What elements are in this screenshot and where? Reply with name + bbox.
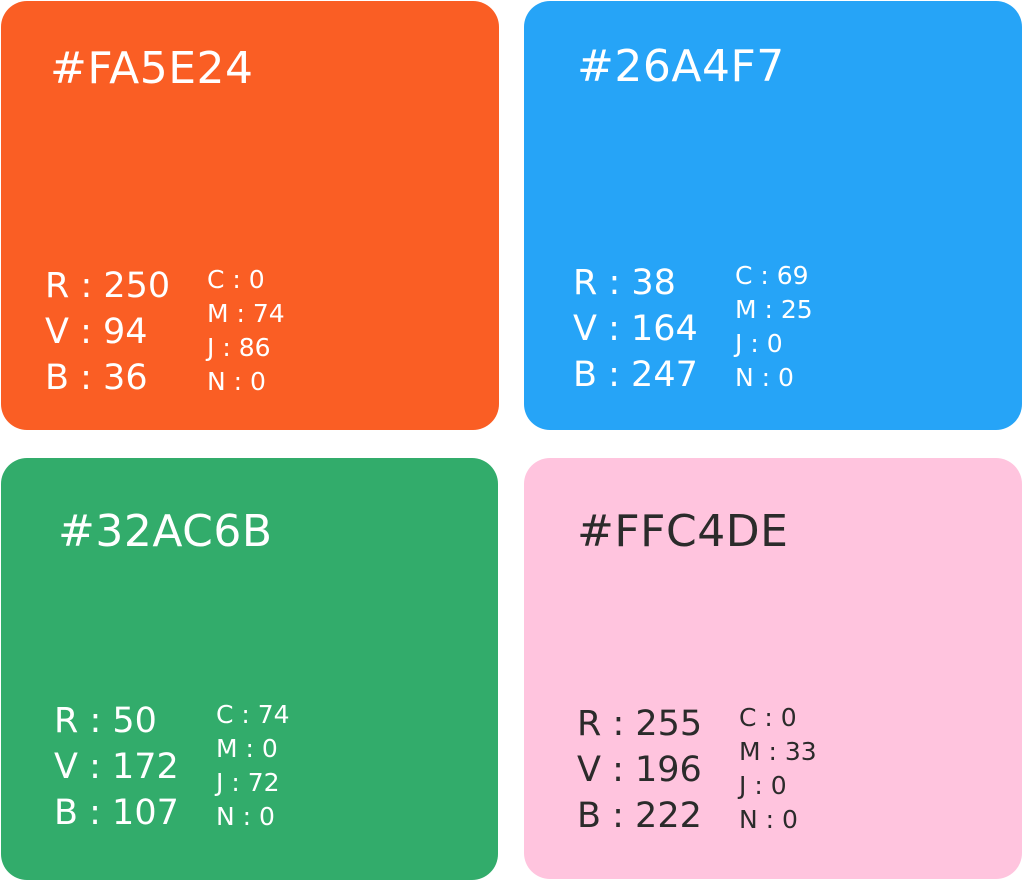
rgb-green: V : 94 [45, 312, 148, 352]
cmyk-magenta: M : 25 [735, 295, 813, 324]
rgb-red: R : 38 [573, 263, 676, 303]
cmyk-yellow: J : 0 [735, 329, 783, 358]
cmyk-cyan: C : 69 [735, 261, 809, 290]
rgb-blue: B : 222 [577, 796, 702, 836]
cmyk-cyan: C : 74 [216, 700, 290, 729]
cmyk-black: N : 0 [216, 802, 275, 831]
rgb-red: R : 255 [577, 704, 703, 744]
cmyk-values: C : 69 M : 25 J : 0 N : 0 [735, 259, 813, 395]
rgb-values: R : 38 V : 164 B : 247 [573, 260, 698, 398]
cmyk-black: N : 0 [735, 363, 794, 392]
hex-code: #26A4F7 [577, 41, 785, 92]
cmyk-yellow: J : 86 [207, 333, 271, 362]
rgb-values: R : 50 V : 172 B : 107 [54, 698, 179, 836]
cmyk-magenta: M : 74 [207, 299, 285, 328]
rgb-red: R : 250 [45, 266, 171, 306]
rgb-blue: B : 247 [573, 355, 698, 395]
cmyk-values: C : 0 M : 33 J : 0 N : 0 [739, 701, 817, 837]
rgb-red: R : 50 [54, 701, 157, 741]
color-swatch-blue: #26A4F7 R : 38 V : 164 B : 247 C : 69 M … [524, 1, 1022, 430]
rgb-values: R : 255 V : 196 B : 222 [577, 701, 702, 839]
rgb-green: V : 196 [577, 750, 702, 790]
cmyk-yellow: J : 72 [216, 768, 280, 797]
cmyk-black: N : 0 [207, 367, 266, 396]
rgb-blue: B : 36 [45, 358, 148, 398]
cmyk-magenta: M : 0 [216, 734, 278, 763]
rgb-green: V : 164 [573, 309, 698, 349]
cmyk-yellow: J : 0 [739, 771, 787, 800]
color-swatch-orange: #FA5E24 R : 250 V : 94 B : 36 C : 0 M : … [1, 1, 499, 430]
cmyk-magenta: M : 33 [739, 737, 817, 766]
cmyk-values: C : 0 M : 74 J : 86 N : 0 [207, 263, 285, 399]
rgb-blue: B : 107 [54, 793, 179, 833]
cmyk-cyan: C : 0 [207, 265, 265, 294]
color-swatch-green: #32AC6B R : 50 V : 172 B : 107 C : 74 M … [1, 458, 498, 880]
hex-code: #32AC6B [58, 506, 273, 557]
hex-code: #FA5E24 [50, 43, 254, 94]
cmyk-cyan: C : 0 [739, 703, 797, 732]
color-swatch-pink: #FFC4DE R : 255 V : 196 B : 222 C : 0 M … [524, 458, 1022, 879]
cmyk-values: C : 74 M : 0 J : 72 N : 0 [216, 698, 290, 834]
hex-code: #FFC4DE [577, 506, 789, 557]
cmyk-black: N : 0 [739, 805, 798, 834]
rgb-green: V : 172 [54, 747, 179, 787]
rgb-values: R : 250 V : 94 B : 36 [45, 263, 170, 401]
